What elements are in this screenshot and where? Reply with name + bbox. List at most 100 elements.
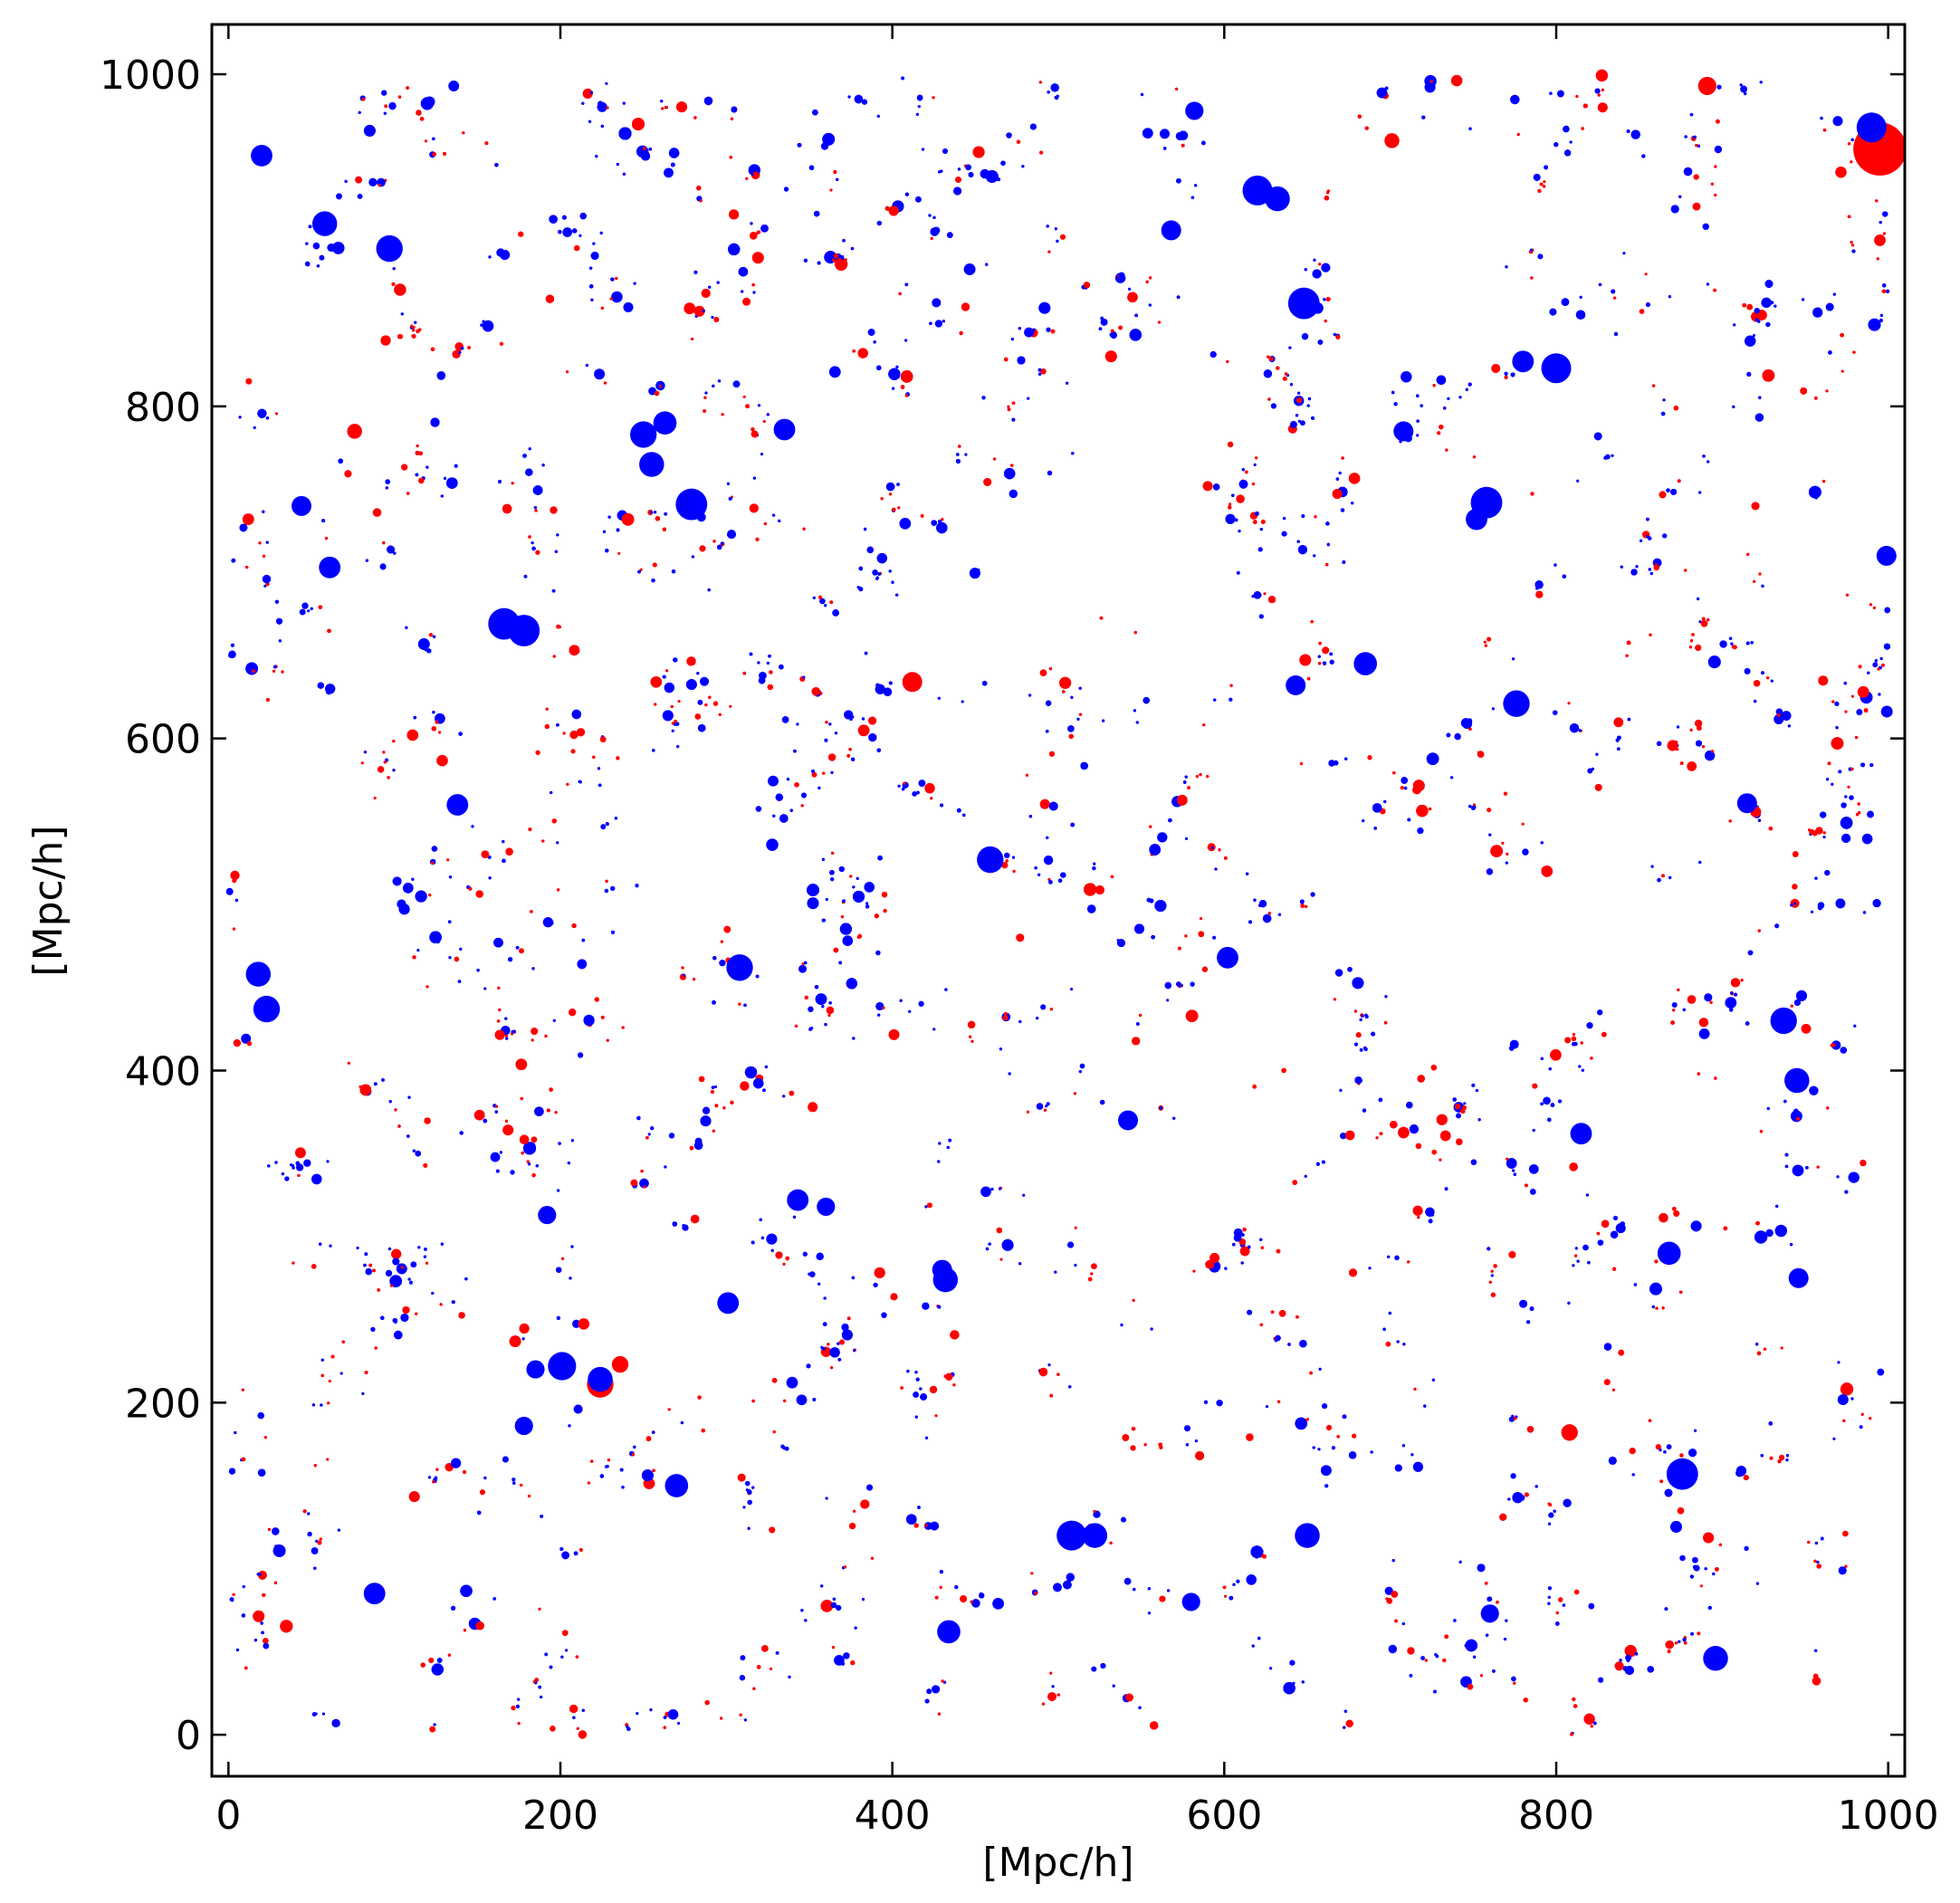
blue-point	[599, 231, 603, 234]
blue-point	[531, 546, 536, 551]
red-point	[1801, 1023, 1812, 1034]
red-point	[952, 1383, 956, 1387]
blue-point	[234, 898, 239, 903]
blue-point	[861, 717, 865, 721]
blue-point	[622, 101, 626, 105]
red-point	[1049, 1671, 1053, 1675]
blue-point	[394, 1320, 397, 1324]
blue-point	[1540, 1102, 1544, 1106]
blue-point	[589, 91, 594, 94]
red-point	[1504, 375, 1508, 379]
blue-point	[493, 937, 503, 948]
red-point	[621, 1026, 625, 1029]
red-point	[932, 96, 935, 100]
blue-point	[924, 1436, 929, 1439]
blue-point	[1553, 1509, 1556, 1514]
blue-point	[394, 1330, 403, 1340]
blue-point	[1378, 1097, 1383, 1103]
red-point	[1850, 767, 1854, 771]
blue-point	[648, 147, 653, 151]
blue-point	[834, 732, 838, 735]
blue-point	[751, 1240, 755, 1245]
red-point	[372, 508, 382, 517]
red-point	[1590, 1057, 1593, 1060]
red-point	[1689, 728, 1693, 732]
blue-point	[1313, 554, 1316, 558]
blue-point	[957, 167, 961, 171]
red-point	[297, 1173, 301, 1178]
blue-point	[1586, 1022, 1593, 1029]
red-point	[1816, 1165, 1820, 1169]
red-point	[420, 1662, 425, 1668]
red-point	[654, 703, 657, 706]
red-point	[1039, 150, 1044, 155]
blue-point	[865, 902, 869, 905]
red-point	[1655, 1444, 1661, 1450]
red-point	[1723, 1226, 1728, 1231]
red-point	[502, 1124, 514, 1136]
blue-point	[1384, 995, 1388, 999]
blue-point	[1529, 1189, 1536, 1195]
red-point	[1352, 1433, 1357, 1439]
red-point	[670, 704, 674, 709]
blue-point	[1679, 1554, 1686, 1562]
blue-point	[414, 320, 417, 324]
red-point	[245, 565, 249, 569]
red-point	[1847, 785, 1850, 789]
blue-point	[1725, 997, 1737, 1009]
blue-point	[992, 1597, 1004, 1610]
red-point	[1792, 851, 1799, 857]
blue-point	[752, 1077, 764, 1089]
red-point	[1851, 244, 1855, 247]
red-point	[1417, 1075, 1425, 1083]
blue-point	[1047, 91, 1050, 94]
blue-point	[1258, 614, 1264, 619]
red-point	[1394, 1619, 1398, 1623]
blue-point	[431, 1663, 444, 1676]
red-point	[1130, 1445, 1136, 1451]
red-point	[1691, 633, 1695, 636]
blue-point	[550, 790, 553, 795]
blue-point	[802, 1251, 808, 1257]
blue-point	[1297, 544, 1308, 555]
blue-point	[558, 1142, 561, 1145]
red-point	[394, 1108, 397, 1112]
red-point	[1132, 1298, 1135, 1302]
blue-point	[948, 1138, 952, 1143]
red-point	[1012, 869, 1016, 874]
blue-point	[1761, 584, 1764, 588]
red-point	[712, 701, 719, 706]
blue-point	[482, 320, 494, 332]
red-point	[531, 1028, 539, 1036]
red-point	[827, 1013, 831, 1018]
blue-point	[635, 884, 639, 888]
red-point	[1490, 845, 1503, 857]
red-point	[1048, 666, 1053, 671]
blue-point	[1820, 811, 1827, 818]
red-point	[439, 1303, 443, 1306]
red-point	[1038, 81, 1042, 84]
blue-point	[621, 1486, 625, 1489]
blue-point	[668, 1133, 675, 1139]
red-point	[827, 1343, 830, 1346]
blue-point	[319, 254, 325, 261]
blue-point	[1587, 1260, 1591, 1265]
blue-point	[1627, 717, 1631, 722]
blue-point	[1184, 775, 1188, 779]
blue-point	[432, 137, 435, 141]
red-point	[1752, 579, 1756, 583]
blue-point	[1236, 1579, 1240, 1583]
red-point	[1322, 646, 1330, 655]
red-point	[848, 1522, 856, 1530]
blue-point	[1154, 899, 1167, 913]
red-point	[999, 1258, 1003, 1261]
blue-point	[1037, 372, 1042, 376]
red-point	[576, 728, 586, 737]
red-point	[1436, 1114, 1448, 1125]
red-point	[1073, 1092, 1077, 1095]
blue-point	[929, 321, 932, 326]
blue-point	[1800, 990, 1803, 994]
blue-point	[916, 94, 923, 101]
blue-point	[1029, 123, 1037, 130]
blue-point	[1582, 1244, 1589, 1251]
